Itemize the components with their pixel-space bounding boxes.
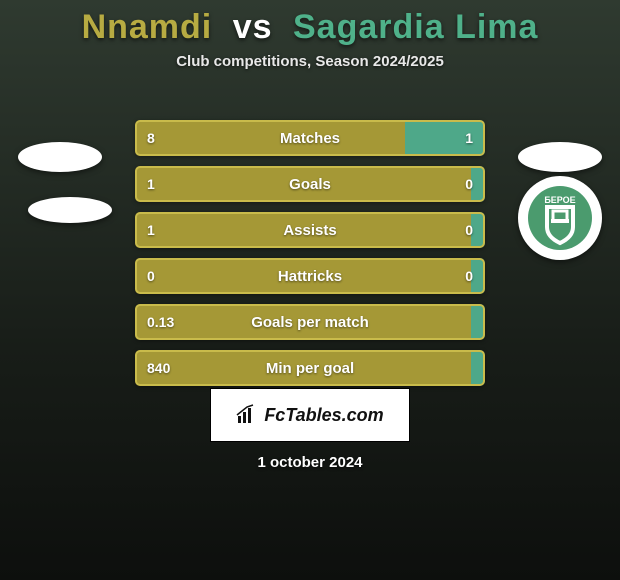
stat-value-right: 0 xyxy=(465,258,473,294)
stat-label: Goals per match xyxy=(135,304,485,340)
brand-text: FcTables.com xyxy=(264,405,383,426)
beroe-shield-icon: БЕРОЕ xyxy=(527,185,593,251)
left-club-logo-2 xyxy=(28,168,112,252)
player1-name: Nnamdi xyxy=(82,8,213,46)
stat-value-right: 0 xyxy=(465,166,473,202)
fctables-brand-box: FcTables.com xyxy=(210,388,410,442)
stat-value-left: 8 xyxy=(147,120,155,156)
stat-value-left: 840 xyxy=(147,350,170,386)
bar-chart-icon xyxy=(236,404,258,426)
stats-panel: Matches81Goals10Assists10Hattricks00Goal… xyxy=(135,120,485,396)
stat-value-right: 1 xyxy=(465,120,473,156)
vs-label: vs xyxy=(233,8,273,46)
stat-value-right: 0 xyxy=(465,212,473,248)
player2-name: Sagardia Lima xyxy=(293,8,538,46)
generation-date: 1 october 2024 xyxy=(0,454,620,471)
stat-value-left: 1 xyxy=(147,166,155,202)
ellipse-icon xyxy=(28,197,112,223)
subtitle: Club competitions, Season 2024/2025 xyxy=(0,53,620,70)
stat-row: Min per goal840 xyxy=(135,350,485,386)
stat-row: Hattricks0 0 xyxy=(135,258,485,294)
svg-text:БЕРОЕ: БЕРОЕ xyxy=(544,195,575,205)
stat-row: Goals1 0 xyxy=(135,166,485,202)
stat-row: Matches8 1 xyxy=(135,120,485,156)
comparison-title: Nnamdi vs Sagardia Lima xyxy=(0,0,620,47)
ellipse-icon xyxy=(18,142,102,172)
ellipse-icon xyxy=(518,142,602,172)
stat-label: Goals xyxy=(135,166,485,202)
stat-value-left: 0.13 xyxy=(147,304,174,340)
stat-value-left: 1 xyxy=(147,212,155,248)
beroe-badge: БЕРОЕ xyxy=(518,176,602,260)
stat-label: Min per goal xyxy=(135,350,485,386)
stat-row: Goals per match0.13 xyxy=(135,304,485,340)
right-club-logo-2: БЕРОЕ xyxy=(518,176,602,260)
stat-value-left: 0 xyxy=(147,258,155,294)
stat-label: Hattricks xyxy=(135,258,485,294)
stat-label: Assists xyxy=(135,212,485,248)
stat-label: Matches xyxy=(135,120,485,156)
stat-row: Assists1 0 xyxy=(135,212,485,248)
